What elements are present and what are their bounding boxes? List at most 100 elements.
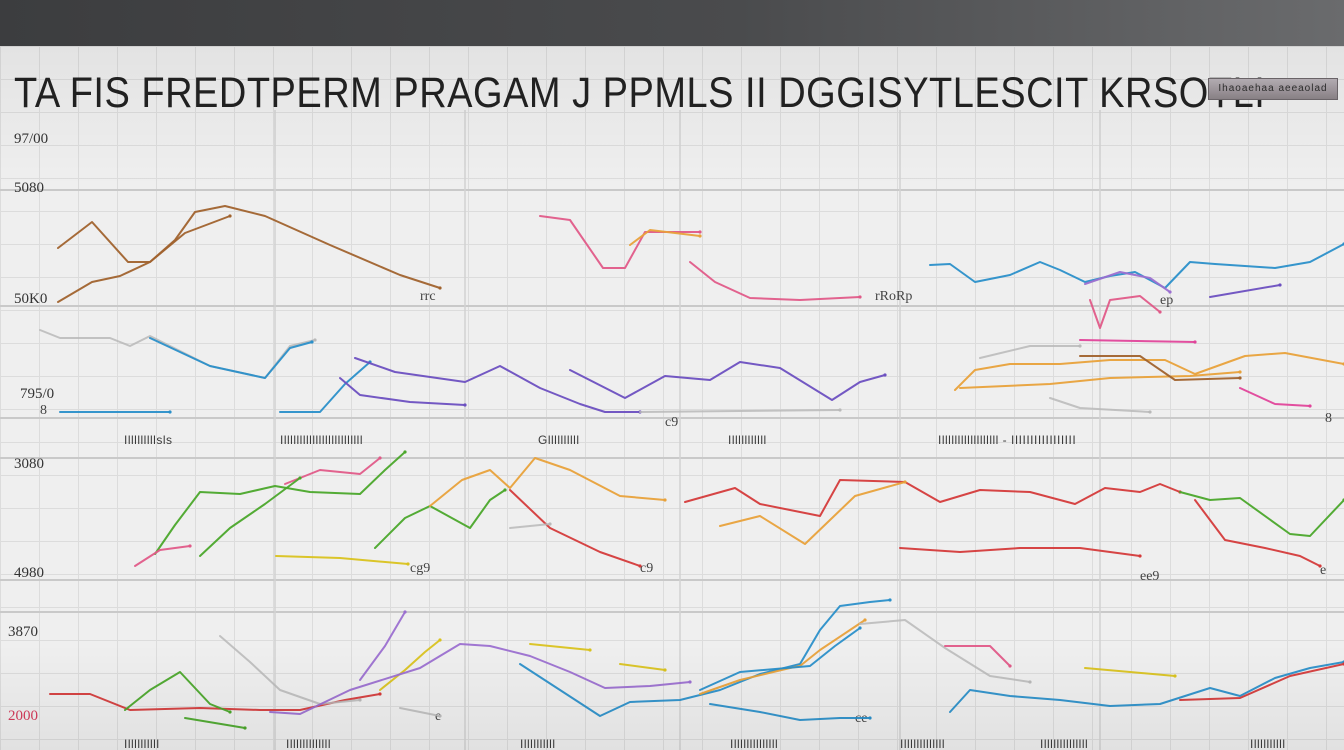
point-annotation: rRoRp: [875, 289, 912, 304]
series-line: [1179, 663, 1344, 701]
series-point: [463, 403, 467, 407]
series-line: [929, 243, 1344, 289]
series-line: [959, 371, 1241, 389]
series-point: [188, 544, 192, 548]
series-point: [698, 230, 702, 234]
series-line: [1179, 491, 1344, 537]
series-line: [719, 481, 906, 545]
x-tick-label: Illlllllllllll: [900, 737, 945, 750]
x-tick-label: Illlllllllsls: [124, 433, 173, 447]
series-point: [1308, 404, 1312, 408]
series-point: [858, 295, 862, 299]
series-line: [539, 215, 701, 269]
series-line: [219, 635, 361, 705]
series-point: [378, 456, 382, 460]
series-line: [699, 627, 861, 691]
series-line: [1079, 355, 1241, 381]
y-tick-label: 50K0: [14, 291, 47, 307]
x-tick-label: Illllllllll: [1250, 737, 1286, 750]
series-line: [57, 205, 441, 289]
series-point: [588, 648, 592, 652]
series-line: [184, 717, 246, 729]
series-line: [639, 409, 841, 413]
series-line: [509, 489, 641, 567]
series-line: [149, 337, 313, 379]
point-annotation: c9: [640, 561, 653, 576]
series-line: [979, 345, 1081, 359]
x-tick-label: Illllllllll: [520, 737, 556, 750]
series-point: [168, 410, 172, 414]
series-point: [310, 340, 314, 344]
series-line: [359, 611, 406, 681]
series-line: [619, 663, 666, 671]
point-annotation: c9: [665, 415, 678, 430]
series-line: [509, 523, 551, 529]
series-line: [134, 545, 191, 567]
series-line: [1084, 667, 1176, 677]
series-point: [663, 668, 667, 672]
series-line: [1079, 339, 1196, 343]
series-line: [689, 261, 861, 301]
series-point: [1148, 410, 1152, 414]
series-line: [529, 643, 591, 651]
point-annotation: cg9: [410, 561, 430, 576]
series-point: [903, 480, 907, 484]
series-point: [378, 692, 382, 696]
series-point: [298, 476, 302, 480]
series-point: [868, 716, 872, 720]
series-point: [438, 638, 442, 642]
series-point: [888, 598, 892, 602]
series-line: [1084, 271, 1171, 293]
series-point: [883, 373, 887, 377]
series-point: [313, 338, 317, 342]
window-top-bar: [0, 0, 1344, 46]
series-point: [438, 714, 442, 718]
series-line: [519, 599, 891, 717]
series-line: [859, 619, 1031, 683]
series-line: [279, 361, 371, 413]
series-point: [1173, 674, 1177, 678]
y-tick-label: 3870: [8, 624, 38, 640]
y-tick-label: 3080: [14, 456, 44, 472]
series-line: [57, 215, 231, 303]
series-line: [1239, 387, 1311, 407]
corner-badge: Ihaoaehaa aeeaolad: [1208, 78, 1338, 100]
series-point: [1168, 290, 1172, 294]
series-line: [374, 489, 506, 549]
series-line: [954, 352, 1344, 391]
point-annotation: ee9: [1140, 569, 1159, 584]
point-annotation: ep: [1160, 293, 1173, 308]
series-point: [403, 610, 407, 614]
series-line: [399, 707, 441, 717]
series-point: [1238, 370, 1242, 374]
x-tick-label: Gllllllllll: [538, 433, 580, 447]
series-point: [863, 618, 867, 622]
series-point: [1078, 344, 1082, 348]
series-point: [403, 450, 407, 454]
series-line: [949, 661, 1344, 713]
series-point: [228, 710, 232, 714]
series-line: [429, 457, 666, 507]
series-point: [1193, 340, 1197, 344]
series-point: [1138, 554, 1142, 558]
series-line: [699, 619, 866, 695]
x-tick-label: Illlllllllll: [728, 433, 767, 447]
series-line: [354, 357, 641, 413]
point-annotation: 8: [1325, 411, 1332, 426]
series-point: [1158, 310, 1162, 314]
series-point: [228, 214, 232, 218]
series-line: [269, 643, 691, 715]
series-line: [275, 555, 409, 565]
chart-board: [0, 46, 1344, 750]
x-tick-label: Illlllllllllllllllllllllll: [280, 433, 363, 447]
y-tick-label: 4980: [14, 565, 44, 581]
series-line: [709, 703, 871, 721]
series-line: [199, 477, 301, 557]
series-line: [339, 377, 466, 406]
series-line: [944, 645, 1011, 667]
y-tick-label: 5080: [14, 180, 44, 196]
x-tick-label: Illllllllllllll: [1040, 737, 1088, 750]
series-line: [1194, 499, 1321, 567]
series-line: [899, 547, 1141, 557]
series-line: [284, 457, 381, 485]
